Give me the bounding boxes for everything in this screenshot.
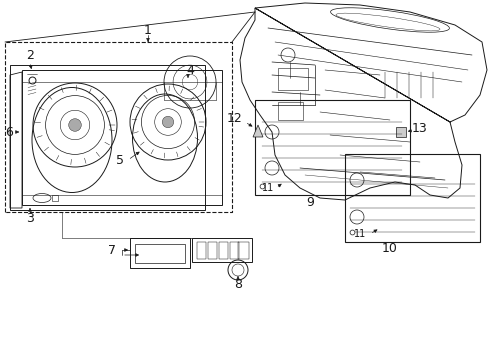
- Text: 4: 4: [185, 63, 194, 77]
- Text: 2: 2: [26, 49, 34, 62]
- Bar: [238, 242, 248, 259]
- Bar: [345, 154, 479, 242]
- Text: 1: 1: [144, 23, 152, 36]
- Bar: [219, 242, 227, 259]
- Text: 8: 8: [234, 279, 242, 292]
- Text: 6: 6: [5, 126, 13, 139]
- Circle shape: [68, 119, 81, 131]
- Bar: [278, 102, 303, 120]
- Text: 5: 5: [116, 153, 124, 166]
- Bar: [395, 127, 405, 137]
- Bar: [197, 242, 205, 259]
- Text: 11: 11: [262, 183, 274, 193]
- Polygon shape: [252, 125, 263, 137]
- Bar: [229, 242, 239, 259]
- Bar: [278, 68, 307, 90]
- Text: 3: 3: [26, 212, 34, 225]
- Text: 7: 7: [108, 243, 116, 256]
- Text: 11: 11: [353, 229, 366, 239]
- Bar: [207, 242, 217, 259]
- Text: 12: 12: [226, 112, 243, 125]
- Bar: [135, 244, 184, 263]
- Text: 10: 10: [381, 242, 397, 255]
- Text: 13: 13: [411, 122, 427, 135]
- Bar: [52, 195, 58, 201]
- Text: 9: 9: [305, 195, 313, 208]
- Bar: [254, 100, 409, 195]
- Circle shape: [162, 116, 173, 128]
